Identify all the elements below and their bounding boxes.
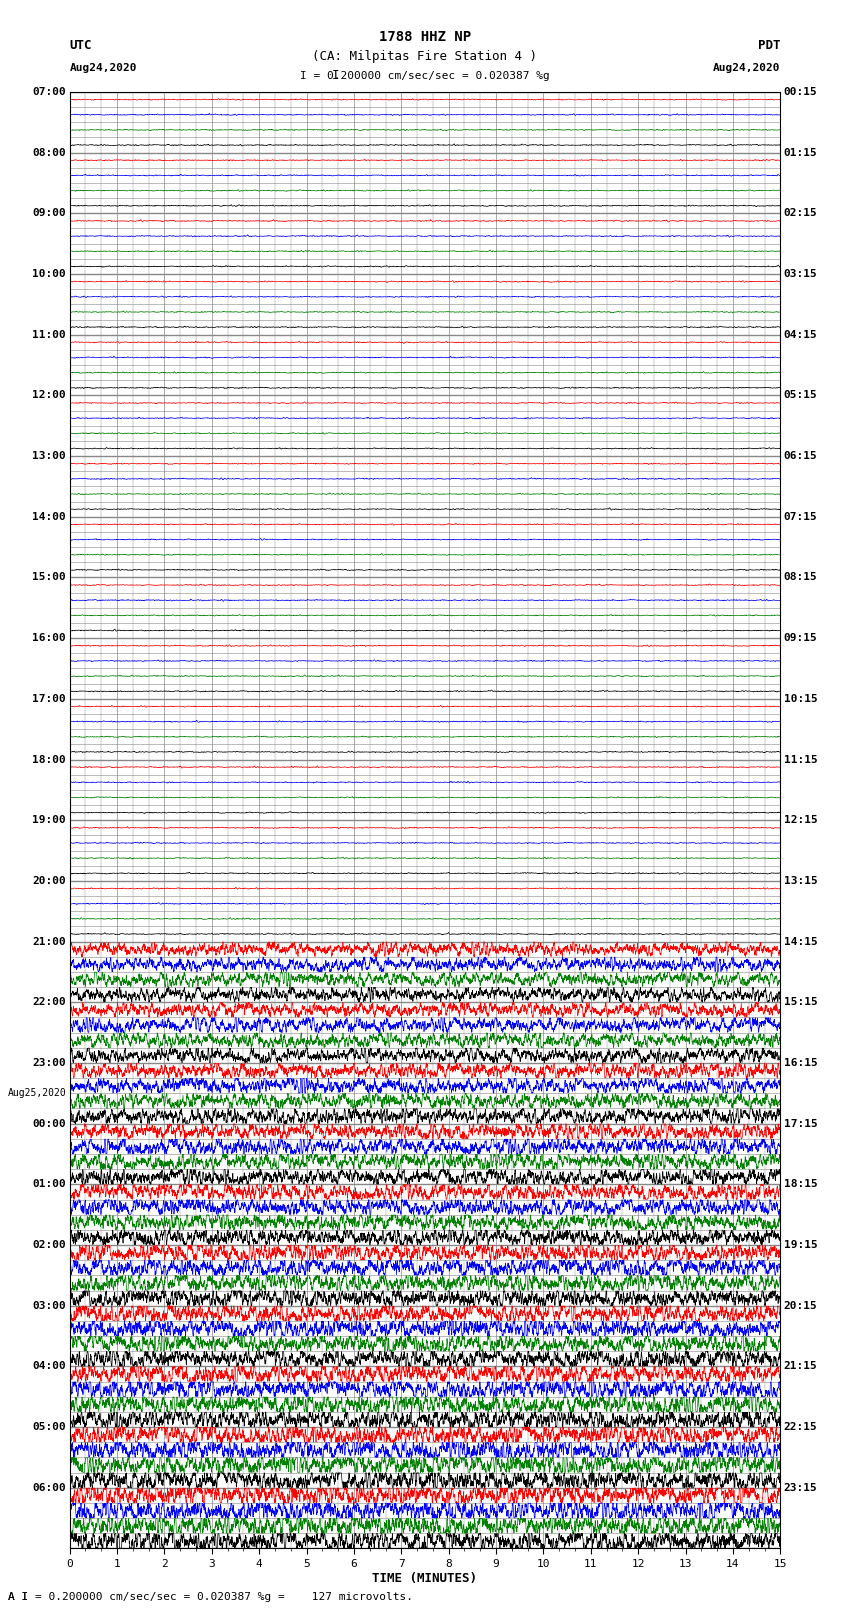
Text: 01:00: 01:00 — [32, 1179, 66, 1189]
Text: 13:00: 13:00 — [32, 452, 66, 461]
Text: 19:15: 19:15 — [784, 1240, 818, 1250]
Text: 23:15: 23:15 — [784, 1482, 818, 1492]
Text: 18:15: 18:15 — [784, 1179, 818, 1189]
Text: 10:15: 10:15 — [784, 694, 818, 703]
Text: 08:15: 08:15 — [784, 573, 818, 582]
Text: 11:15: 11:15 — [784, 755, 818, 765]
Text: 05:15: 05:15 — [784, 390, 818, 400]
Text: 07:00: 07:00 — [32, 87, 66, 97]
Text: 02:00: 02:00 — [32, 1240, 66, 1250]
Text: 05:00: 05:00 — [32, 1423, 66, 1432]
Text: 12:15: 12:15 — [784, 815, 818, 826]
Text: UTC: UTC — [70, 39, 92, 52]
Text: 02:15: 02:15 — [784, 208, 818, 218]
Text: 19:00: 19:00 — [32, 815, 66, 826]
Text: 08:00: 08:00 — [32, 148, 66, 158]
Text: 14:15: 14:15 — [784, 937, 818, 947]
Text: 07:15: 07:15 — [784, 511, 818, 521]
Text: I: I — [332, 69, 339, 82]
Text: 16:00: 16:00 — [32, 634, 66, 644]
Text: 20:15: 20:15 — [784, 1300, 818, 1311]
Text: 13:15: 13:15 — [784, 876, 818, 886]
Text: 14:00: 14:00 — [32, 511, 66, 521]
Text: 21:00: 21:00 — [32, 937, 66, 947]
Text: (CA: Milpitas Fire Station 4 ): (CA: Milpitas Fire Station 4 ) — [313, 50, 537, 63]
Text: 00:15: 00:15 — [784, 87, 818, 97]
Text: 21:15: 21:15 — [784, 1361, 818, 1371]
Text: 23:00: 23:00 — [32, 1058, 66, 1068]
Text: 12:00: 12:00 — [32, 390, 66, 400]
Text: 11:00: 11:00 — [32, 329, 66, 340]
Text: 20:00: 20:00 — [32, 876, 66, 886]
Text: 04:00: 04:00 — [32, 1361, 66, 1371]
Text: 15:15: 15:15 — [784, 997, 818, 1007]
Text: 22:00: 22:00 — [32, 997, 66, 1007]
Text: 10:00: 10:00 — [32, 269, 66, 279]
Text: 00:00: 00:00 — [32, 1119, 66, 1129]
Text: 15:00: 15:00 — [32, 573, 66, 582]
Text: 16:15: 16:15 — [784, 1058, 818, 1068]
Text: 09:15: 09:15 — [784, 634, 818, 644]
Text: 1788 HHZ NP: 1788 HHZ NP — [379, 29, 471, 44]
Text: PDT: PDT — [758, 39, 780, 52]
Text: Aug25,2020: Aug25,2020 — [8, 1089, 66, 1098]
Text: 17:00: 17:00 — [32, 694, 66, 703]
Text: 22:15: 22:15 — [784, 1423, 818, 1432]
Text: 04:15: 04:15 — [784, 329, 818, 340]
Text: 17:15: 17:15 — [784, 1119, 818, 1129]
Text: A I = 0.200000 cm/sec/sec = 0.020387 %g =    127 microvolts.: A I = 0.200000 cm/sec/sec = 0.020387 %g … — [8, 1592, 413, 1602]
Text: 03:00: 03:00 — [32, 1300, 66, 1311]
Text: Aug24,2020: Aug24,2020 — [713, 63, 780, 73]
Text: I = 0.200000 cm/sec/sec = 0.020387 %g: I = 0.200000 cm/sec/sec = 0.020387 %g — [300, 71, 550, 81]
Text: A I: A I — [8, 1592, 29, 1602]
Text: 09:00: 09:00 — [32, 208, 66, 218]
Text: 06:15: 06:15 — [784, 452, 818, 461]
Text: 01:15: 01:15 — [784, 148, 818, 158]
Text: 06:00: 06:00 — [32, 1482, 66, 1492]
X-axis label: TIME (MINUTES): TIME (MINUTES) — [372, 1571, 478, 1584]
Text: 03:15: 03:15 — [784, 269, 818, 279]
Text: 18:00: 18:00 — [32, 755, 66, 765]
Text: Aug24,2020: Aug24,2020 — [70, 63, 137, 73]
